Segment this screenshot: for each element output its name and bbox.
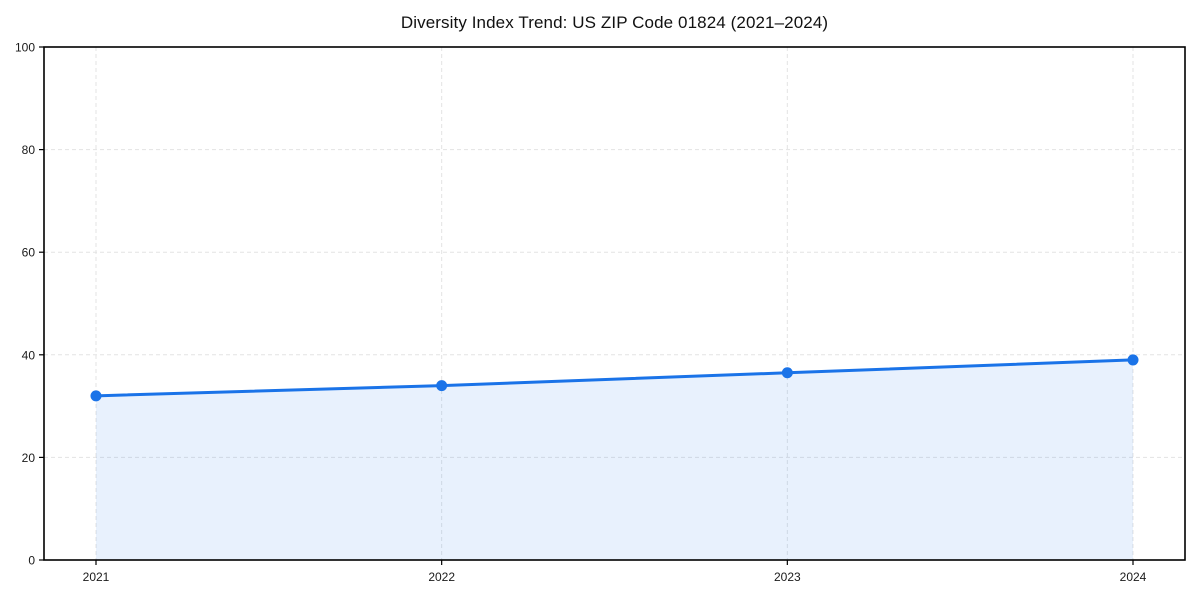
- x-tick-label: 2023: [774, 570, 801, 584]
- y-tick-label: 60: [22, 246, 36, 260]
- trend-line: [94, 358, 1135, 398]
- x-tick-label: 2022: [428, 570, 455, 584]
- data-point: [90, 390, 102, 402]
- plot-border: [43, 46, 1186, 561]
- y-tick-label: 40: [22, 348, 36, 362]
- data-point: [436, 380, 448, 392]
- x-tick-label: 2024: [1120, 570, 1147, 584]
- data-points: [90, 354, 1139, 402]
- y-tick-label: 20: [22, 451, 36, 465]
- y-gridlines: [44, 149, 1185, 458]
- x-gridlines: [95, 47, 1134, 560]
- chart-title: Diversity Index Trend: US ZIP Code 01824…: [400, 13, 829, 32]
- data-point: [781, 367, 793, 379]
- y-tick-label: 0: [28, 554, 35, 568]
- data-point: [1127, 354, 1139, 366]
- y-tick-label: 80: [22, 143, 36, 157]
- x-tick-label: 2021: [83, 570, 110, 584]
- x-axis-ticks: 2021 2022 2023 2024: [83, 560, 1147, 584]
- y-axis-ticks: 0 20 40 60 80 100: [15, 41, 44, 568]
- area-fill: [96, 359, 1133, 560]
- y-tick-label: 100: [15, 41, 35, 55]
